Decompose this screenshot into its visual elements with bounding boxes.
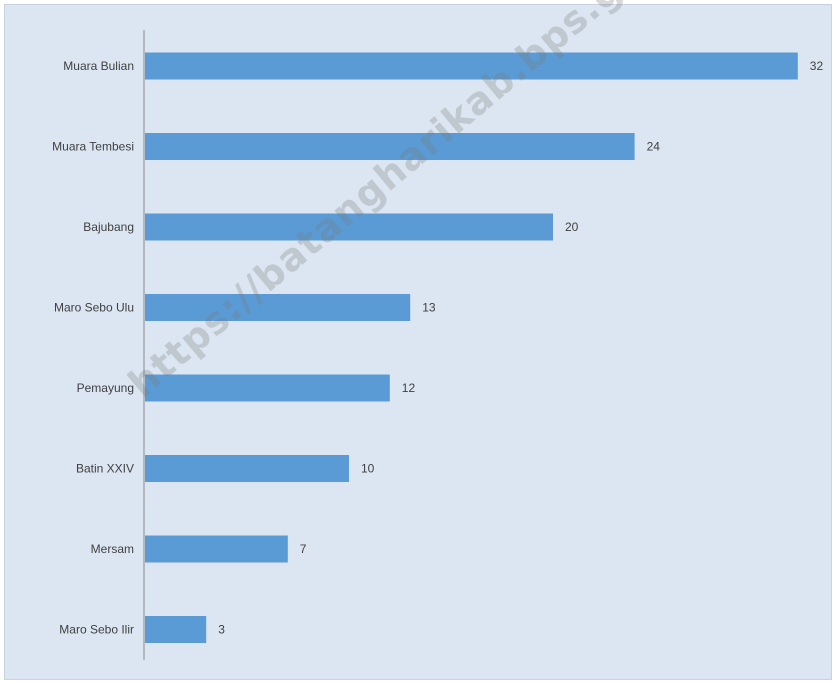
bar bbox=[145, 294, 411, 321]
bar bbox=[145, 52, 798, 80]
data-label: 20 bbox=[565, 220, 579, 234]
category-label: Bajubang bbox=[83, 220, 134, 234]
category-label: Pemayung bbox=[77, 381, 134, 395]
bars-layer: Muara Bulian 32 Muara Tembesi 24 Bajubang 20 M… bbox=[52, 52, 824, 643]
data-label: 7 bbox=[300, 542, 307, 556]
bar bbox=[145, 455, 349, 482]
data-label: 32 bbox=[810, 59, 824, 73]
bar bbox=[145, 133, 635, 160]
bar bbox=[145, 213, 553, 241]
data-label: 12 bbox=[402, 381, 416, 395]
data-label: 10 bbox=[361, 462, 375, 476]
category-label: Muara Bulian bbox=[63, 59, 134, 73]
bar bbox=[145, 374, 390, 402]
data-label: 3 bbox=[218, 623, 225, 637]
data-label: 13 bbox=[422, 301, 436, 315]
category-label: Batin XXIV bbox=[76, 462, 134, 476]
category-label: Muara Tembesi bbox=[52, 140, 134, 154]
bar bbox=[145, 616, 207, 643]
category-label: Maro Sebo Ulu bbox=[54, 301, 134, 315]
bar bbox=[145, 535, 288, 563]
category-label: Mersam bbox=[91, 542, 134, 556]
chart-panel bbox=[4, 4, 832, 680]
category-label: Maro Sebo Ilir bbox=[59, 623, 134, 637]
data-label: 24 bbox=[647, 140, 661, 154]
